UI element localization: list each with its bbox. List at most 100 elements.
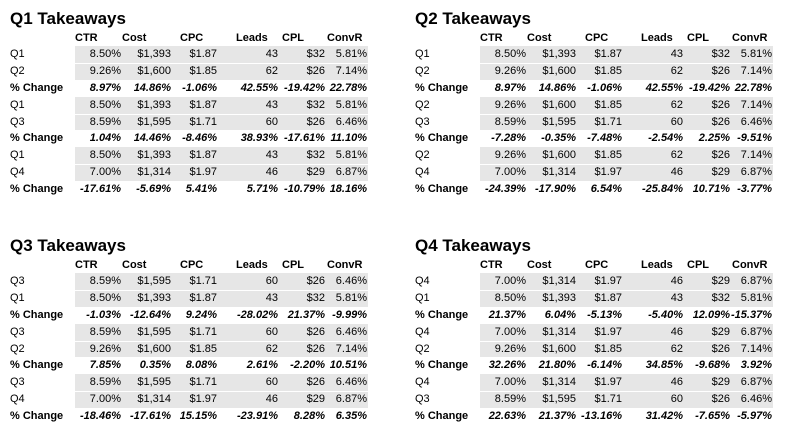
cell-cpc: $1.85 bbox=[189, 64, 217, 77]
change-label: % Change bbox=[415, 359, 469, 372]
cell-cpc: $1.71 bbox=[189, 325, 217, 338]
change-ctr: -18.46% bbox=[80, 410, 121, 423]
row-cells bbox=[480, 340, 773, 358]
change-row: % Change -24.39% -17.90% 6.54% -25.84% 10.71%… bbox=[415, 181, 810, 198]
change-cost: 14.86% bbox=[133, 81, 171, 94]
panel-title: Q1 Takeaways bbox=[10, 9, 126, 28]
cell-convr: 5.81% bbox=[740, 48, 772, 60]
cell-cpl: $26 bbox=[306, 64, 325, 77]
change-cpc: -7.48% bbox=[587, 132, 622, 145]
change-cpc: 15.15% bbox=[179, 410, 217, 423]
cell-leads: 62 bbox=[265, 342, 278, 355]
change-leads: -2.54% bbox=[648, 132, 683, 145]
cell-leads: 43 bbox=[670, 291, 683, 304]
cell-leads: 43 bbox=[265, 291, 278, 304]
cell-ctr: 9.26% bbox=[494, 64, 526, 77]
table-row: Q3 8.59% $1,595 $1.71 60 $26 6.46% bbox=[10, 113, 405, 131]
change-row: % Change -17.61% -5.69% 5.41% 5.71% -10.79% 18… bbox=[10, 181, 405, 198]
cell-cost: $1,600 bbox=[542, 64, 576, 77]
row-label: Q4 bbox=[415, 376, 430, 389]
row-cells bbox=[480, 147, 773, 165]
cell-cost: $1,393 bbox=[137, 149, 171, 162]
change-cost: -12.64% bbox=[130, 308, 171, 321]
cell-ctr: 8.59% bbox=[89, 325, 121, 338]
change-cpl: -10.79% bbox=[284, 183, 325, 196]
table-row: Q4 7.00% $1,314 $1.97 46 $29 6.87% bbox=[415, 164, 810, 182]
cell-cpl: $32 bbox=[711, 48, 730, 60]
change-row: % Change 22.63% 21.37% -13.16% 31.42% -7.65% -… bbox=[415, 408, 810, 425]
cell-cpl: $26 bbox=[306, 115, 325, 128]
row-label: Q4 bbox=[10, 393, 25, 406]
change-ctr: 8.97% bbox=[89, 81, 121, 94]
cell-convr: 7.14% bbox=[740, 64, 772, 77]
cell-cpc: $1.71 bbox=[594, 393, 622, 406]
column-header-ctr: CTR bbox=[480, 32, 503, 44]
cell-cpl: $26 bbox=[711, 64, 730, 77]
cell-ctr: 8.50% bbox=[89, 149, 121, 162]
table-row: Q4 7.00% $1,314 $1.97 46 $29 6.87% bbox=[415, 323, 810, 341]
change-row: % Change -1.03% -12.64% 9.24% -28.02% 21.37% -… bbox=[10, 307, 405, 324]
cell-cpc: $1.97 bbox=[189, 393, 217, 406]
row-cells bbox=[75, 289, 368, 307]
cell-leads: 46 bbox=[670, 376, 683, 389]
change-label: % Change bbox=[415, 410, 469, 423]
row-label: Q2 bbox=[415, 342, 430, 355]
cell-cpl: $32 bbox=[306, 291, 325, 304]
cell-cpc: $1.85 bbox=[594, 149, 622, 162]
change-ctr: 32.26% bbox=[488, 359, 526, 372]
change-cpc: -5.13% bbox=[587, 308, 622, 321]
cell-cost: $1,600 bbox=[542, 98, 576, 111]
cell-leads: 46 bbox=[670, 166, 683, 179]
change-leads: -23.91% bbox=[237, 410, 278, 423]
column-header-ctr: CTR bbox=[480, 259, 503, 271]
change-cpc: -8.46% bbox=[182, 132, 217, 145]
cell-convr: 7.14% bbox=[335, 342, 367, 355]
row-cells bbox=[75, 323, 368, 341]
row-label: Q1 bbox=[415, 291, 430, 304]
table-row: Q4 7.00% $1,314 $1.97 46 $29 6.87% bbox=[415, 374, 810, 392]
cell-cpl: $32 bbox=[711, 291, 730, 304]
cell-convr: 5.81% bbox=[335, 291, 367, 304]
column-header-convr: ConvR bbox=[732, 32, 768, 44]
table-row: Q4 7.00% $1,314 $1.97 46 $29 6.87% bbox=[415, 273, 810, 290]
cell-cost: $1,600 bbox=[137, 64, 171, 77]
change-leads: 31.42% bbox=[645, 410, 683, 423]
cell-convr: 6.46% bbox=[335, 325, 367, 338]
row-label: Q1 bbox=[10, 291, 25, 304]
row-cells bbox=[480, 323, 773, 341]
cell-cpl: $26 bbox=[711, 98, 730, 111]
row-label: Q3 bbox=[10, 275, 25, 287]
table-row: Q3 8.59% $1,595 $1.71 60 $26 6.46% bbox=[415, 391, 810, 409]
column-header-cost: Cost bbox=[122, 259, 147, 271]
column-header-cost: Cost bbox=[527, 259, 552, 271]
cell-cost: $1,600 bbox=[542, 342, 576, 355]
cell-cpc: $1.71 bbox=[189, 275, 217, 287]
cell-cost: $1,393 bbox=[542, 291, 576, 304]
cell-cost: $1,595 bbox=[137, 325, 171, 338]
cell-cost: $1,595 bbox=[137, 115, 171, 128]
column-header-leads: Leads bbox=[236, 32, 268, 44]
cell-convr: 6.87% bbox=[335, 166, 367, 179]
cell-leads: 60 bbox=[670, 115, 683, 128]
table-row: Q2 9.26% $1,600 $1.85 62 $26 7.14% bbox=[415, 96, 810, 114]
cell-leads: 60 bbox=[265, 325, 278, 338]
cell-cpc: $1.87 bbox=[189, 149, 217, 162]
cell-cpl: $26 bbox=[306, 376, 325, 389]
table-row: Q1 8.50% $1,393 $1.87 43 $32 5.81% bbox=[10, 147, 405, 165]
cell-convr: 6.46% bbox=[335, 376, 367, 389]
cell-ctr: 8.50% bbox=[89, 48, 121, 60]
cell-cpc: $1.97 bbox=[594, 376, 622, 389]
table-row: Q3 8.59% $1,595 $1.71 60 $26 6.46% bbox=[415, 113, 810, 131]
change-row: % Change 8.97% 14.86% -1.06% 42.55% -19.42% 22… bbox=[10, 80, 405, 97]
cell-ctr: 9.26% bbox=[89, 64, 121, 77]
row-cells bbox=[75, 62, 368, 80]
row-label: Q3 bbox=[415, 393, 430, 406]
cell-cost: $1,393 bbox=[137, 98, 171, 111]
change-label: % Change bbox=[415, 183, 469, 196]
row-cells bbox=[480, 289, 773, 307]
cell-leads: 62 bbox=[670, 342, 683, 355]
row-cells bbox=[480, 62, 773, 80]
change-cpl: -9.68% bbox=[695, 359, 730, 372]
panel-title: Q2 Takeaways bbox=[415, 9, 531, 28]
change-cost: 21.37% bbox=[538, 410, 576, 423]
